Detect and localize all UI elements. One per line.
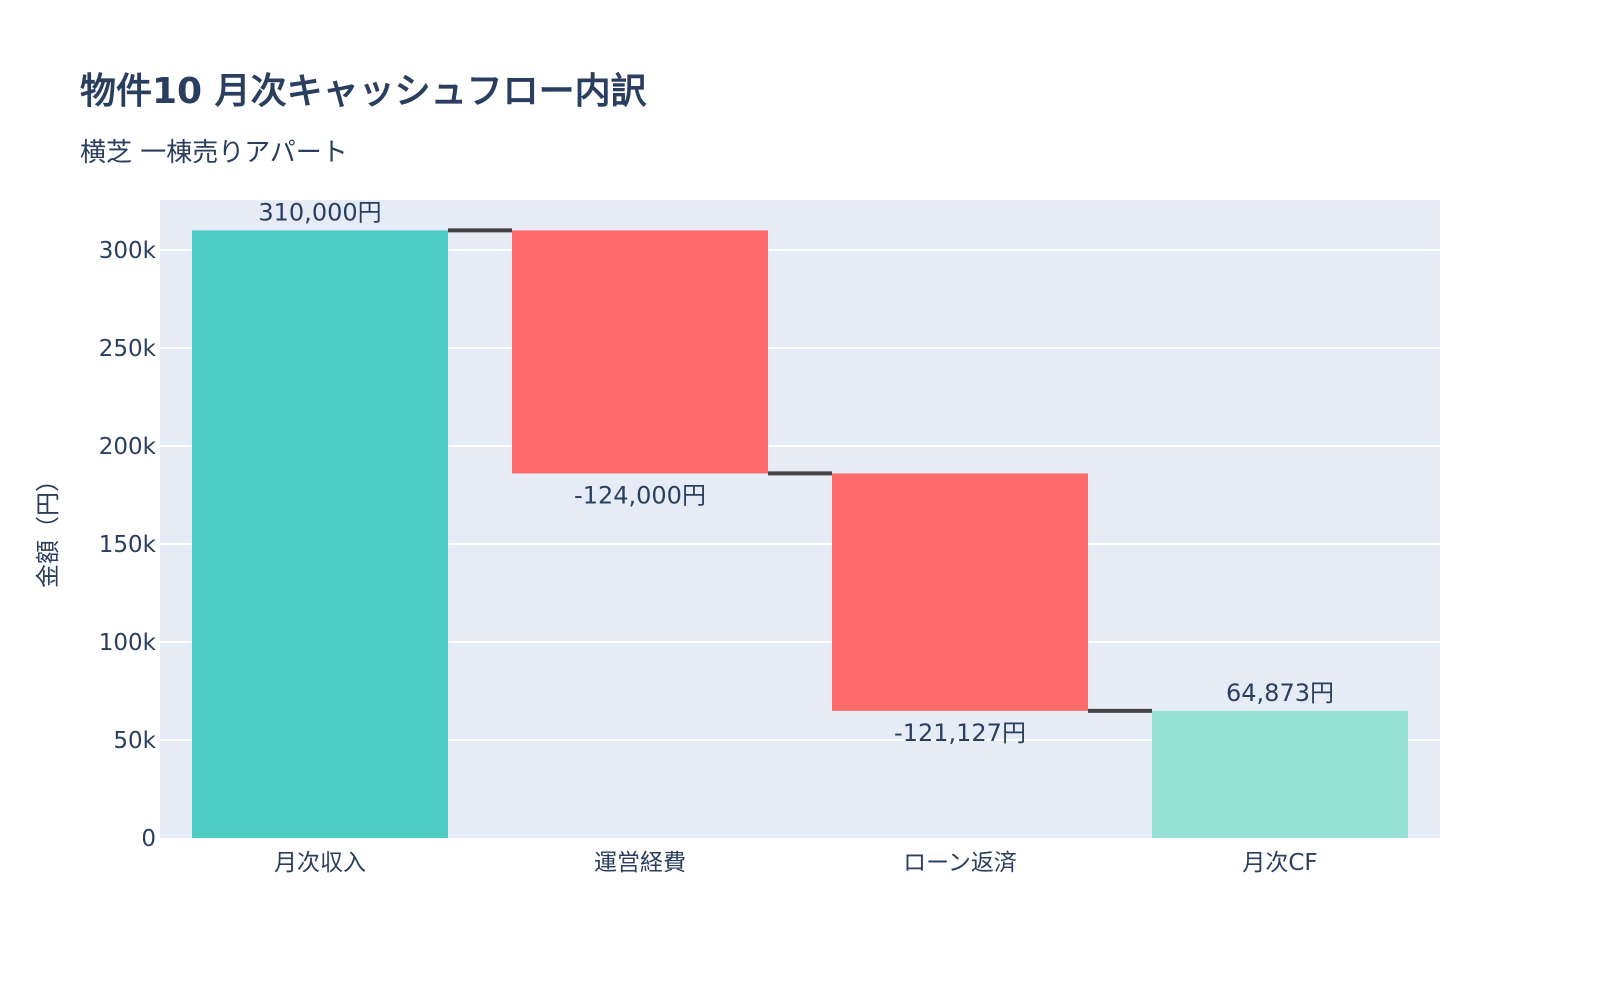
y-axis-ticks: 0 50k 100k 150k 200k 250k 300k xyxy=(99,238,157,852)
x-tick-label: ローン返済 xyxy=(903,850,1017,876)
y-tick-label: 150k xyxy=(99,532,157,558)
connectors xyxy=(448,228,1152,713)
y-tick-label: 100k xyxy=(99,630,157,656)
data-label: -121,127円 xyxy=(894,719,1026,747)
y-tick-label: 200k xyxy=(99,434,157,460)
y-axis-title: 金額（円） xyxy=(34,468,62,588)
data-label: -124,000円 xyxy=(574,481,706,509)
chart-subtitle: 横芝 一棟売りアパート xyxy=(80,138,348,168)
y-tick-label: 250k xyxy=(99,336,157,362)
x-tick-label: 月次CF xyxy=(1242,850,1317,876)
bar-4 xyxy=(1152,710,1408,838)
x-tick-label: 運営経費 xyxy=(594,850,686,876)
chart-title: 物件10 月次キャッシュフロー内訳 xyxy=(80,71,647,112)
bar-2 xyxy=(512,230,768,474)
bar-3 xyxy=(832,473,1088,711)
y-tick-label: 300k xyxy=(99,238,157,264)
data-label: 64,873円 xyxy=(1226,679,1334,707)
data-label: 310,000円 xyxy=(258,198,381,226)
x-axis-ticks: 月次収入 運営経費 ローン返済 月次CF xyxy=(274,850,1318,876)
x-tick-label: 月次収入 xyxy=(274,850,366,876)
data-labels: 310,000円 -124,000円 -121,127円 64,873円 xyxy=(258,198,1334,746)
y-tick-label: 50k xyxy=(113,728,156,754)
y-tick-label: 0 xyxy=(141,826,156,852)
bar-1 xyxy=(192,230,448,838)
bars xyxy=(192,230,1408,838)
